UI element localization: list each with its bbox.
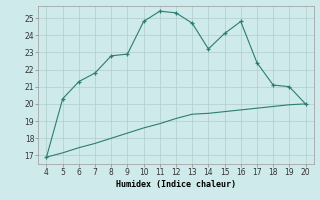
X-axis label: Humidex (Indice chaleur): Humidex (Indice chaleur) — [116, 180, 236, 189]
